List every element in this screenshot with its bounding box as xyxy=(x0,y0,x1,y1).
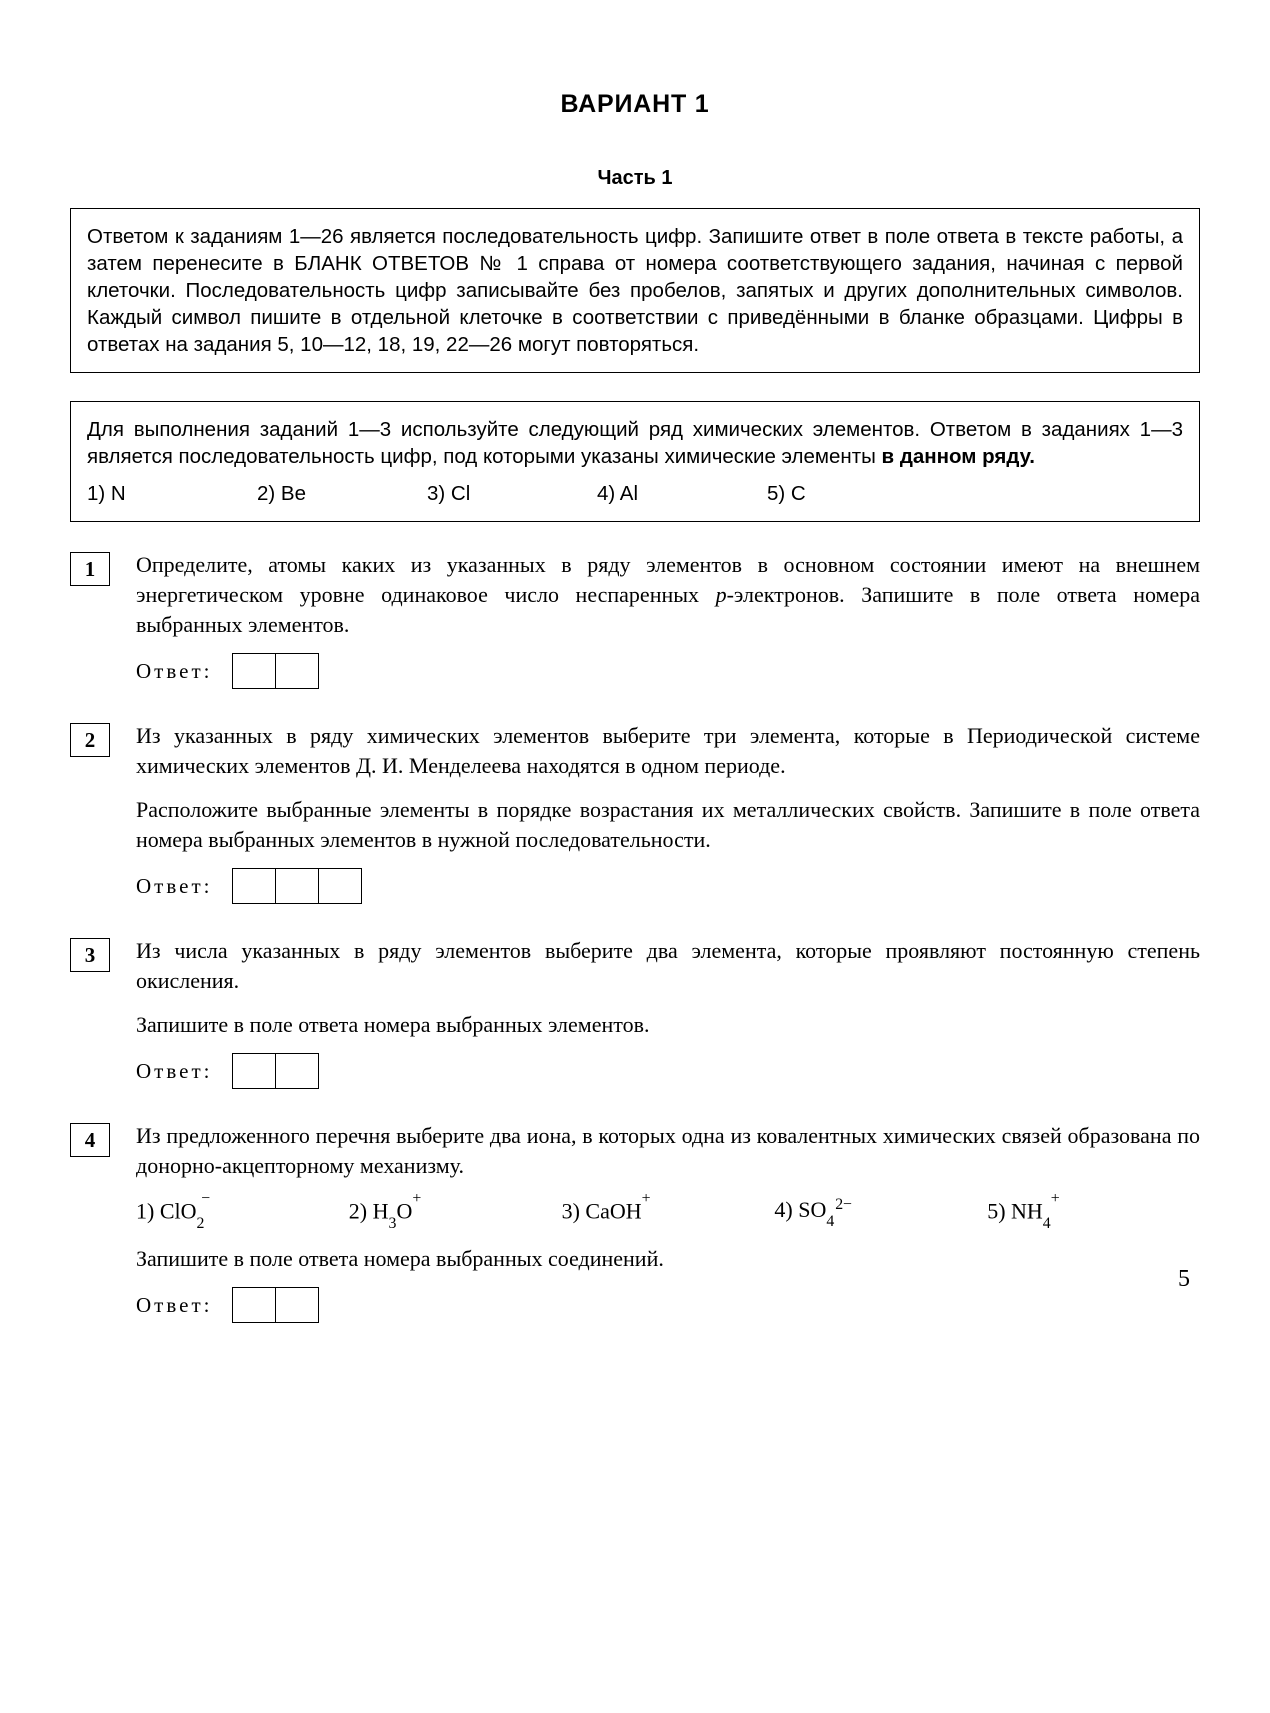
answer-cell[interactable] xyxy=(276,1054,318,1088)
answer-cell[interactable] xyxy=(319,869,361,903)
answer-cells[interactable] xyxy=(232,868,362,904)
instruction-box-1: Ответом к заданиям 1—26 является последо… xyxy=(70,208,1200,373)
answer-row: Ответ: xyxy=(136,868,1200,904)
part-heading: Часть 1 xyxy=(70,167,1200,190)
answer-cell[interactable] xyxy=(276,1288,318,1322)
answer-row: Ответ: xyxy=(136,1287,1200,1323)
answer-cells[interactable] xyxy=(232,653,319,689)
task: 3 Из числа указанных в ряду элементов выб… xyxy=(70,936,1200,1095)
task-paragraph: Определите, атомы каких из указанных в р… xyxy=(136,550,1200,639)
answer-cells[interactable] xyxy=(232,1053,319,1089)
task-paragraph: Запишите в поле ответа номера выбранных … xyxy=(136,1244,1200,1274)
option: 1) ClO2− xyxy=(136,1195,349,1230)
option: 5) NH4+ xyxy=(987,1195,1200,1230)
task: 2 Из указанных в ряду химических элементо… xyxy=(70,721,1200,910)
answer-cell[interactable] xyxy=(233,1054,276,1088)
answer-label: Ответ: xyxy=(136,1057,212,1085)
answer-cell[interactable] xyxy=(233,654,276,688)
page: ВАРИАНТ 1 Часть 1 Ответом к заданиям 1—2… xyxy=(0,0,1270,1713)
answer-label: Ответ: xyxy=(136,657,212,685)
elements-row: 1) N2) Be3) Cl4) Al5) C xyxy=(87,480,1183,507)
task-number: 4 xyxy=(70,1123,110,1157)
task: 4 Из предложенного перечня выберите два и… xyxy=(70,1121,1200,1329)
option: 4) SO42− xyxy=(774,1195,987,1230)
document-title: ВАРИАНТ 1 xyxy=(70,90,1200,119)
instruction-box-2: Для выполнения заданий 1—3 используйте с… xyxy=(70,401,1200,522)
answer-cell[interactable] xyxy=(233,869,276,903)
element-option: 5) C xyxy=(767,480,937,507)
page-number: 5 xyxy=(1178,1266,1190,1293)
answer-label: Ответ: xyxy=(136,872,212,900)
element-option: 3) Cl xyxy=(427,480,597,507)
task-body: Из указанных в ряду химических элементов… xyxy=(136,721,1200,910)
element-option: 2) Be xyxy=(257,480,427,507)
task-paragraph: Из числа указанных в ряду элементов выбе… xyxy=(136,936,1200,995)
element-option: 1) N xyxy=(87,480,257,507)
task: 1 Определите, атомы каких из указанных в … xyxy=(70,550,1200,695)
answer-cells[interactable] xyxy=(232,1287,319,1323)
answer-cell[interactable] xyxy=(276,654,318,688)
task-number: 1 xyxy=(70,552,110,586)
options-row: 1) ClO2−2) H3O+3) CaOH+4) SO42− 5) NH4+ xyxy=(136,1195,1200,1230)
answer-row: Ответ: xyxy=(136,653,1200,689)
instruction-2-bold: в данном ряду. xyxy=(882,445,1035,468)
task-paragraph: Из указанных в ряду химических элементов… xyxy=(136,721,1200,780)
instruction-1-text: Ответом к заданиям 1—26 является последо… xyxy=(87,225,1183,356)
task-paragraph: Из предложенного перечня выберите два ио… xyxy=(136,1121,1200,1180)
task-body: Из числа указанных в ряду элементов выбе… xyxy=(136,936,1200,1095)
option: 3) CaOH+ xyxy=(562,1195,775,1230)
task-paragraph: Запишите в поле ответа номера выбранных … xyxy=(136,1010,1200,1040)
option: 2) H3O+ xyxy=(349,1195,562,1230)
answer-cell[interactable] xyxy=(276,869,319,903)
task-body: Определите, атомы каких из указанных в р… xyxy=(136,550,1200,695)
task-number: 3 xyxy=(70,938,110,972)
task-body: Из предложенного перечня выберите два ио… xyxy=(136,1121,1200,1329)
answer-row: Ответ: xyxy=(136,1053,1200,1089)
task-paragraph: Расположите выбранные элементы в порядке… xyxy=(136,795,1200,854)
answer-label: Ответ: xyxy=(136,1291,212,1319)
task-number: 2 xyxy=(70,723,110,757)
answer-cell[interactable] xyxy=(233,1288,276,1322)
element-option: 4) Al xyxy=(597,480,767,507)
